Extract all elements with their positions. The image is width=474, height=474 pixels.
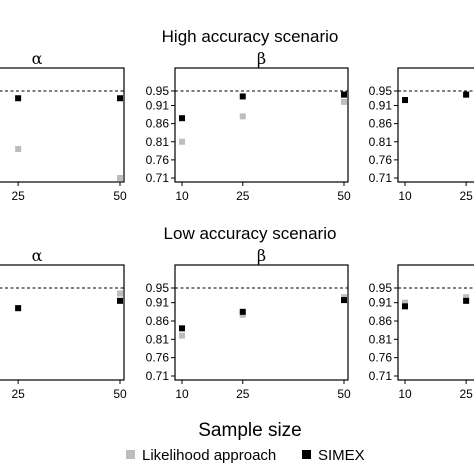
point-likelihood	[341, 98, 347, 105]
panel-1: β 0.950.91 0.86 0.81 0.76 0.71 10 25 50	[146, 49, 351, 203]
x-tick-label: 25	[459, 189, 473, 203]
y-tick-label: 0.91	[369, 99, 393, 113]
y-tick-label: 0.86	[369, 117, 393, 131]
point-simex	[341, 91, 347, 98]
y-tick-label: 0.81	[369, 135, 393, 149]
legend-label-likelihood: Likelihood approach	[142, 447, 276, 464]
point-likelihood	[117, 290, 123, 297]
panel-title: β	[257, 246, 266, 265]
y-tick-label: 0.95	[146, 84, 170, 98]
y-tick-label: 0.95	[369, 84, 393, 98]
point-simex	[179, 115, 185, 122]
legend-label-simex: SIMEX	[318, 447, 365, 464]
y-tick-label: 0.91	[146, 296, 170, 310]
panel-5: 0.950.91 0.86 0.81 0.76 0.71 10 25	[369, 264, 474, 401]
x-tick-label: 50	[337, 387, 351, 401]
point-simex	[117, 297, 123, 304]
panel-frame	[397, 264, 474, 381]
panel-frame	[0, 264, 125, 381]
y-tick-label: 0.81	[146, 135, 170, 149]
panel-3: α 25 50	[0, 246, 127, 401]
panel-frame	[0, 67, 125, 183]
x-tick-label: 10	[398, 387, 412, 401]
panel-frame	[174, 67, 349, 183]
x-tick-label: 25	[11, 387, 25, 401]
x-tick-label: 25	[236, 387, 250, 401]
point-simex	[239, 308, 246, 315]
y-tick-label: 0.86	[146, 117, 170, 131]
point-likelihood	[402, 299, 408, 306]
point-simex	[463, 297, 470, 304]
y-tick-label: 0.91	[146, 99, 170, 113]
panel-title: β	[257, 49, 266, 68]
y-tick-label: 0.71	[369, 171, 393, 185]
x-axis-label: Sample size	[198, 420, 302, 441]
y-tick-label: 0.81	[369, 332, 393, 346]
point-simex	[463, 91, 470, 98]
y-tick-label: 0.71	[369, 369, 393, 383]
panel-frame	[397, 67, 474, 183]
point-simex	[239, 93, 246, 100]
panel-title: α	[32, 246, 43, 265]
y-tick-label: 0.91	[369, 296, 393, 310]
row-title-high: High accuracy scenario	[162, 27, 339, 46]
point-likelihood	[179, 332, 185, 339]
legend-swatch-likelihood	[126, 450, 135, 459]
point-likelihood	[239, 113, 246, 120]
y-tick-label: 0.76	[369, 351, 393, 365]
y-tick-label: 0.95	[146, 281, 170, 295]
row-title-low: Low accuracy scenario	[164, 224, 337, 243]
y-tick-label: 0.86	[369, 314, 393, 328]
legend-swatch-simex	[302, 450, 311, 459]
point-simex	[402, 97, 408, 104]
x-tick-label: 10	[175, 189, 189, 203]
y-tick-label: 0.71	[146, 369, 170, 383]
x-tick-label: 25	[459, 387, 473, 401]
point-simex	[15, 305, 22, 312]
point-simex	[117, 95, 123, 102]
point-likelihood	[117, 175, 123, 181]
panel-2: 0.950.91 0.86 0.81 0.76 0.71 10 25	[369, 67, 474, 203]
y-tick-label: 0.76	[369, 153, 393, 167]
y-tick-label: 0.81	[146, 332, 170, 346]
y-tick-label: 0.76	[146, 153, 170, 167]
panel-frame	[174, 264, 349, 381]
point-likelihood	[179, 138, 185, 145]
point-simex	[341, 297, 347, 304]
point-simex	[402, 303, 408, 310]
y-tick-label: 0.71	[146, 171, 170, 185]
panel-title: α	[32, 49, 43, 68]
x-tick-label: 10	[398, 189, 412, 203]
panel-4: β 0.950.91 0.86 0.81 0.76 0.71 10 25 50	[146, 246, 351, 401]
x-tick-label: 25	[11, 189, 25, 203]
x-tick-label: 10	[175, 387, 189, 401]
x-tick-label: 50	[337, 189, 351, 203]
panel-0: α 25 50	[0, 49, 127, 203]
legend: Likelihood approach SIMEX	[126, 447, 365, 464]
point-likelihood	[15, 146, 22, 152]
point-simex	[179, 325, 185, 332]
y-tick-label: 0.86	[146, 314, 170, 328]
x-tick-label: 50	[113, 189, 127, 203]
x-tick-label: 25	[236, 189, 250, 203]
y-tick-label: 0.76	[146, 351, 170, 365]
y-tick-label: 0.95	[369, 281, 393, 295]
point-likelihood	[463, 294, 470, 301]
point-simex	[15, 95, 22, 102]
x-tick-label: 50	[113, 387, 127, 401]
